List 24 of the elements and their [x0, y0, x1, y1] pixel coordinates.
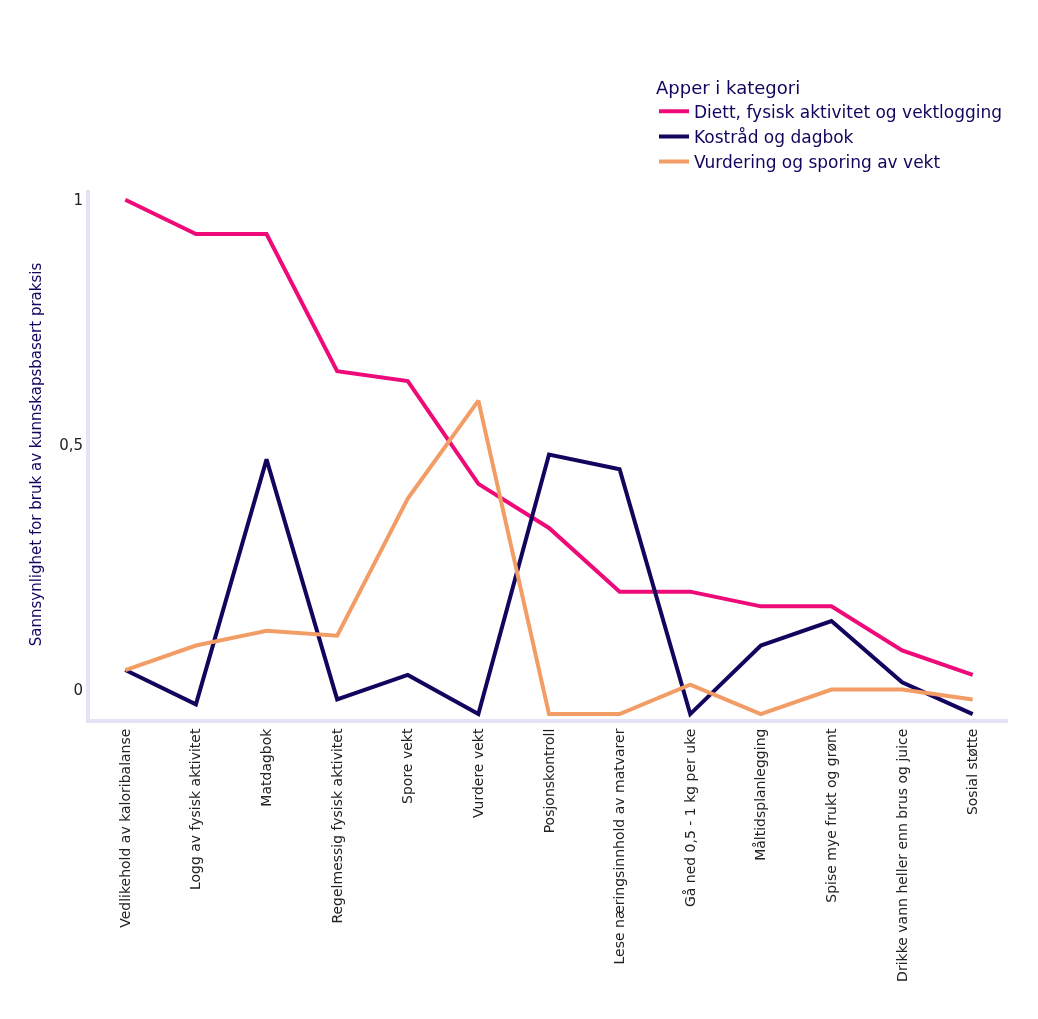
x-tick-label: Logg av fysisk aktivitet — [187, 728, 204, 891]
y-tick-label: 1 — [73, 191, 83, 210]
x-tick-label: Matdagbok — [258, 727, 275, 807]
x-tick-label: Spise mye frukt og grønt — [823, 728, 840, 903]
x-tick-label: Lese næringsinnhold av matvarer — [611, 728, 628, 965]
line-series — [123, 398, 975, 717]
line-series — [123, 197, 975, 677]
x-tick-label: Gå ned 0,5 - 1 kg per uke — [681, 728, 698, 908]
x-tick-label: Måltidsplanlegging — [752, 728, 769, 861]
x-tick-label: Vurdere vekt — [469, 728, 486, 819]
x-tick-label: Regelmessig fysisk aktivitet — [328, 728, 345, 924]
x-tick-label: Sosial støtte — [964, 728, 981, 816]
legend-label: Diett, fysisk aktivitet og vektlogging — [694, 102, 1003, 122]
legend-label: Vurdering og sporing av vekt — [694, 152, 941, 173]
x-tick-label: Spore vekt — [399, 728, 416, 804]
x-tick-label: Drikke vann heller enn brus og juice — [893, 728, 910, 982]
y-tick-label: 0,5 — [59, 435, 83, 454]
line-series — [123, 452, 975, 717]
legend-label: Kostråd og dagbok — [694, 127, 854, 148]
legend-title: Apper i kategori — [656, 76, 801, 98]
x-tick-label: Posjonskontroll — [540, 728, 557, 834]
x-tick-label: Vedlikehold av kaloribalanse — [116, 728, 133, 928]
y-tick-label: 0 — [73, 680, 83, 699]
y-axis-title: Sannsynlighet for bruk av kunnskapsbasert praksis — [26, 262, 45, 647]
